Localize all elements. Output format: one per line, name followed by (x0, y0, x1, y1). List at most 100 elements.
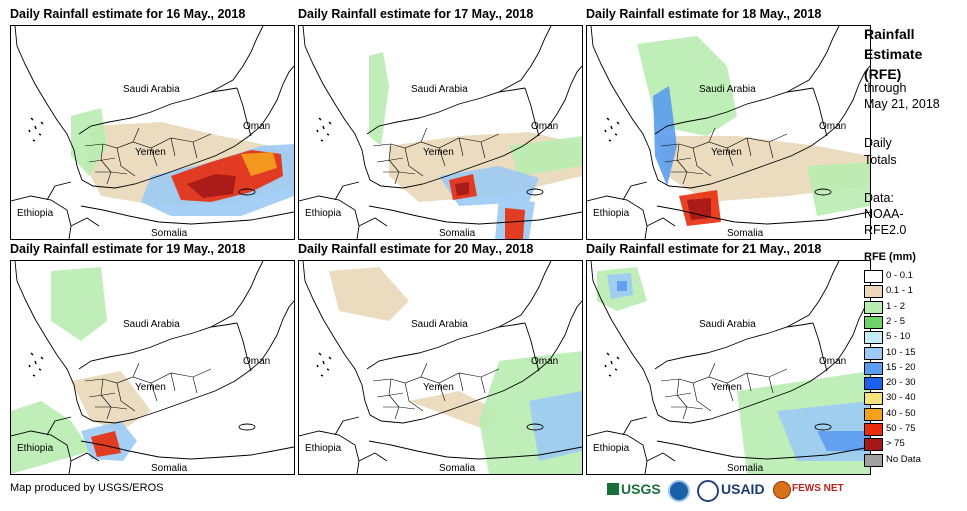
socotra-island (526, 423, 544, 431)
legend-data-line: RFE2.0 (864, 223, 907, 237)
legend-data-line: Data: (864, 191, 894, 205)
yemen-oman-border (236, 87, 252, 137)
yemen-oman-border (236, 322, 252, 372)
saudi-label: Saudi Arabia (411, 319, 468, 330)
legend-subtitle: through May 21, 2018 (864, 80, 940, 112)
saudi-label: Saudi Arabia (699, 319, 756, 330)
islands (316, 352, 332, 377)
yemen-oman-border (812, 322, 828, 372)
africa-borders (11, 416, 100, 474)
rainfall-area (455, 182, 469, 196)
panel-title: Daily Rainfall estimate for 21 May., 201… (586, 242, 822, 256)
saudi-oman-border (210, 261, 264, 328)
legend-class-label: 20 - 30 (886, 377, 916, 389)
legend-swatch (864, 346, 883, 360)
yemen-label: Yemen (711, 382, 742, 393)
legend-class-label: 0.1 - 1 (886, 285, 913, 297)
rainfall-area (71, 108, 107, 176)
rainfall-area (617, 281, 870, 451)
legend-daily-totals: Daily Totals (864, 135, 897, 169)
saudi-yemen-border (366, 322, 526, 370)
legend-class-label: 15 - 20 (886, 361, 916, 373)
coastline (14, 261, 294, 424)
rainfall-area (687, 198, 711, 220)
oman-label: Oman (531, 356, 559, 367)
rainfall-area (529, 391, 582, 461)
rainfall-area (241, 152, 277, 176)
governorate-boundaries (660, 127, 788, 185)
islands (28, 352, 44, 377)
ethiopia-label: Ethiopia (593, 443, 630, 454)
saudi-label: Saudi Arabia (123, 84, 180, 95)
legend-swatch (864, 315, 883, 329)
saudi-yemen-border (78, 322, 238, 370)
yemen-oman-border (812, 87, 828, 137)
legend-swatch (864, 300, 883, 314)
saudi-oman-border (786, 26, 840, 93)
usaid-logo-text: USAID (721, 481, 765, 497)
legend-class-label: 40 - 50 (886, 407, 916, 419)
legend-swatch (864, 423, 883, 436)
panel-title: Daily Rainfall estimate for 17 May., 201… (298, 7, 534, 21)
legend-class-label: 10 - 15 (886, 346, 916, 358)
legend-swatch (864, 361, 883, 375)
coastline (14, 26, 294, 189)
map-credit: Map produced by USGS/EROS (10, 482, 164, 494)
rainfall-area (187, 174, 236, 198)
legend-title-line: Rainfall (864, 26, 915, 42)
saudi-yemen-border (654, 322, 814, 370)
somalia-label: Somalia (439, 228, 476, 239)
rainfall-area (71, 371, 151, 431)
governorate-boundaries (84, 362, 212, 420)
saudi-label: Saudi Arabia (699, 84, 756, 95)
rainfall-area (91, 431, 121, 457)
socotra-island (238, 188, 256, 196)
somalia-label: Somalia (439, 463, 476, 474)
legend-swatch (864, 285, 883, 299)
africa-borders (11, 181, 100, 239)
rainfall-map: Saudi Arabia Oman Yemen Ethiopia Somalia (586, 25, 871, 240)
fews-logo-icon (773, 481, 791, 499)
legend-swatch (864, 377, 883, 391)
rainfall-area (607, 273, 870, 461)
ethiopia-label: Ethiopia (17, 443, 54, 454)
rainfall-map: Saudi Arabia Oman Yemen Ethiopia Somalia (298, 25, 583, 240)
legend-title-line: Estimate (864, 46, 923, 62)
socotra-island (814, 423, 832, 431)
legend-swatch (864, 407, 883, 421)
usgs-logo: USGS (607, 481, 661, 497)
rainfall-area (637, 36, 870, 216)
rainfall-map: Saudi Arabia Oman Yemen Ethiopia Somalia (586, 260, 871, 475)
islands (28, 117, 44, 142)
panel-title: Daily Rainfall estimate for 16 May., 201… (10, 7, 246, 21)
legend-subtitle-line: through (864, 81, 907, 95)
saudi-yemen-border (366, 87, 526, 135)
saudi-yemen-border (654, 87, 814, 135)
panel-title: Daily Rainfall estimate for 20 May., 201… (298, 242, 534, 256)
oman-label: Oman (819, 121, 847, 132)
legend-class-label: 5 - 10 (886, 331, 911, 343)
legend-class-label: 2 - 5 (886, 315, 906, 327)
rainfall-map: Saudi Arabia Oman Yemen Ethiopia Somalia (298, 260, 583, 475)
yemen-oman-border (524, 322, 540, 372)
legend-class-label: > 75 (886, 438, 905, 450)
usaid-logo: USAID (721, 481, 765, 497)
yemen-label: Yemen (423, 382, 454, 393)
oman-label: Oman (243, 356, 271, 367)
saudi-oman-border (210, 26, 264, 93)
africa-coastline (368, 205, 582, 225)
rainfall-map: Saudi Arabia Oman Yemen Ethiopia Somalia (10, 260, 295, 475)
coastline (590, 26, 870, 189)
coastline (302, 261, 582, 424)
governorate-boundaries (372, 362, 500, 420)
saudi-oman-border (498, 26, 552, 93)
governorate-boundaries (372, 127, 500, 185)
legend-class-label: 0 - 0.1 (886, 270, 913, 281)
africa-coastline (80, 205, 294, 225)
somalia-label: Somalia (727, 463, 764, 474)
yemen-label: Yemen (711, 147, 742, 158)
rainfall-map: Saudi Arabia Oman Yemen Ethiopia Somalia (10, 25, 295, 240)
legend-swatch (864, 453, 883, 467)
saudi-oman-border (786, 261, 840, 328)
legend-subtitle-line: May 21, 2018 (864, 97, 940, 111)
